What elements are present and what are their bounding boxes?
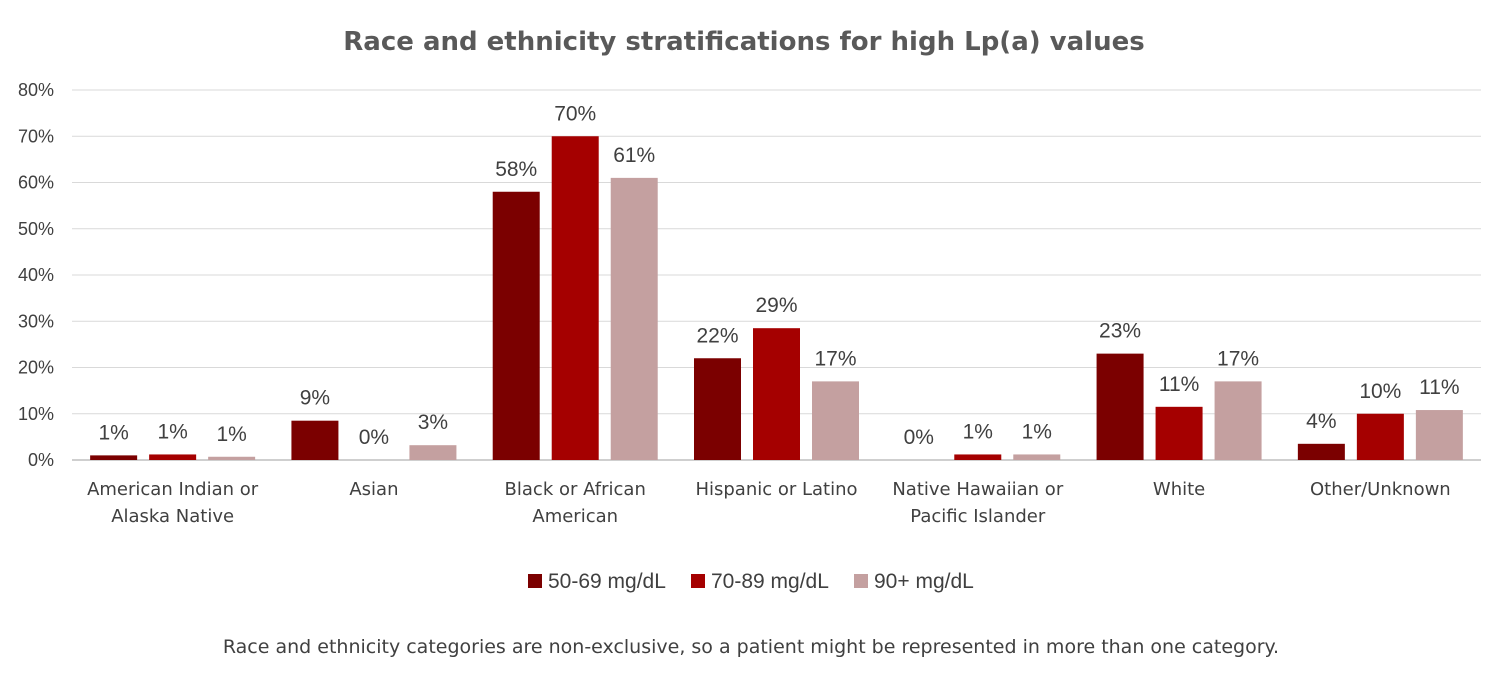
data-label: 10% (1359, 380, 1401, 403)
y-tick-label: 60% (18, 173, 54, 193)
x-category-label: Other/Unknown (1310, 479, 1451, 500)
data-label: 11% (1159, 373, 1199, 396)
data-label: 22% (696, 324, 738, 347)
data-label: 1% (216, 423, 246, 446)
bar-3-cat-5 (1013, 454, 1061, 460)
data-label: 1% (1022, 420, 1052, 443)
data-label: 23% (1099, 320, 1141, 343)
bar-2-cat-5 (954, 454, 1002, 460)
y-tick-label: 50% (18, 219, 54, 239)
data-label: 0% (904, 426, 934, 449)
bar-1-cat-4 (694, 358, 741, 460)
bar-1-cat-6 (1096, 353, 1144, 460)
legend-swatch (854, 574, 868, 588)
footnote: Race and ethnicity categories are non-ex… (223, 636, 1279, 658)
x-category-label: Pacific Islander (910, 506, 1046, 527)
data-label: 17% (814, 347, 856, 370)
y-tick-label: 40% (18, 265, 54, 285)
y-tick-label: 30% (18, 311, 54, 331)
bar-3-cat-2 (409, 445, 457, 460)
bar-1-cat-7 (1297, 443, 1345, 460)
x-category-label: Hispanic or Latino (695, 479, 857, 500)
x-category-label: American (532, 506, 618, 527)
chart-title: Race and ethnicity stratifications for h… (343, 27, 1144, 57)
bar-3-cat-7 (1415, 410, 1463, 460)
x-category-label: Alaska Native (111, 506, 234, 527)
legend-label: 90+ mg/dL (874, 570, 974, 593)
y-tick-label: 80% (18, 80, 54, 100)
data-label: 1% (98, 421, 128, 444)
data-label: 70% (554, 102, 596, 125)
data-label: 4% (1306, 410, 1336, 433)
bar-1-cat-2 (291, 420, 339, 460)
bar-1-cat-3 (492, 191, 540, 460)
bar-2-cat-4 (753, 328, 800, 460)
data-label: 1% (157, 420, 187, 443)
bar-2-cat-7 (1356, 413, 1404, 460)
data-label: 61% (613, 144, 655, 167)
x-category-label: Asian (349, 479, 398, 500)
data-label: 9% (300, 387, 330, 410)
legend-label: 50-69 mg/dL (548, 570, 666, 593)
bar-2-cat-1 (149, 454, 197, 460)
bar-3-cat-6 (1214, 381, 1262, 460)
bar-2-cat-3 (551, 136, 599, 460)
x-axis-categories: American Indian or Alaska Native Asian Blac… (87, 479, 1451, 527)
bars (90, 136, 1463, 460)
legend-label: 70-89 mg/dL (711, 570, 829, 593)
x-category-label: American Indian or (87, 479, 259, 500)
bar-1-cat-1 (90, 455, 138, 460)
bar-2-cat-6 (1155, 406, 1203, 460)
legend-swatch (691, 574, 705, 588)
data-label: 0% (359, 426, 389, 449)
y-tick-label: 10% (18, 404, 54, 424)
data-label: 3% (418, 411, 448, 434)
data-label: 58% (495, 158, 537, 181)
bar-3-cat-3 (610, 177, 658, 460)
x-category-label: Native Hawaiian or (892, 479, 1063, 500)
data-label: 29% (755, 294, 797, 317)
x-category-label: Black or African (505, 479, 646, 500)
legend: 50-69 mg/dL 70-89 mg/dL 90+ mg/dL (528, 570, 974, 593)
legend-swatch (528, 574, 542, 588)
data-labels: 1% 1% 1% 9% 0% 3% 58% 70% 61% 22% 29% 17% 0% 1% 1% 23% 1… (98, 102, 1459, 449)
y-tick-label: 70% (18, 126, 54, 146)
bar-3-cat-1 (208, 456, 256, 460)
y-axis-ticks: 0% 10% 20% 30% 40% 50% 60% 70% 80% (18, 80, 54, 470)
y-tick-label: 0% (28, 450, 54, 470)
bar-3-cat-4 (812, 381, 859, 460)
y-tick-label: 20% (18, 358, 54, 378)
data-label: 1% (963, 420, 993, 443)
data-label: 11% (1419, 376, 1459, 399)
x-category-label: White (1153, 479, 1205, 500)
data-label: 17% (1217, 347, 1259, 370)
